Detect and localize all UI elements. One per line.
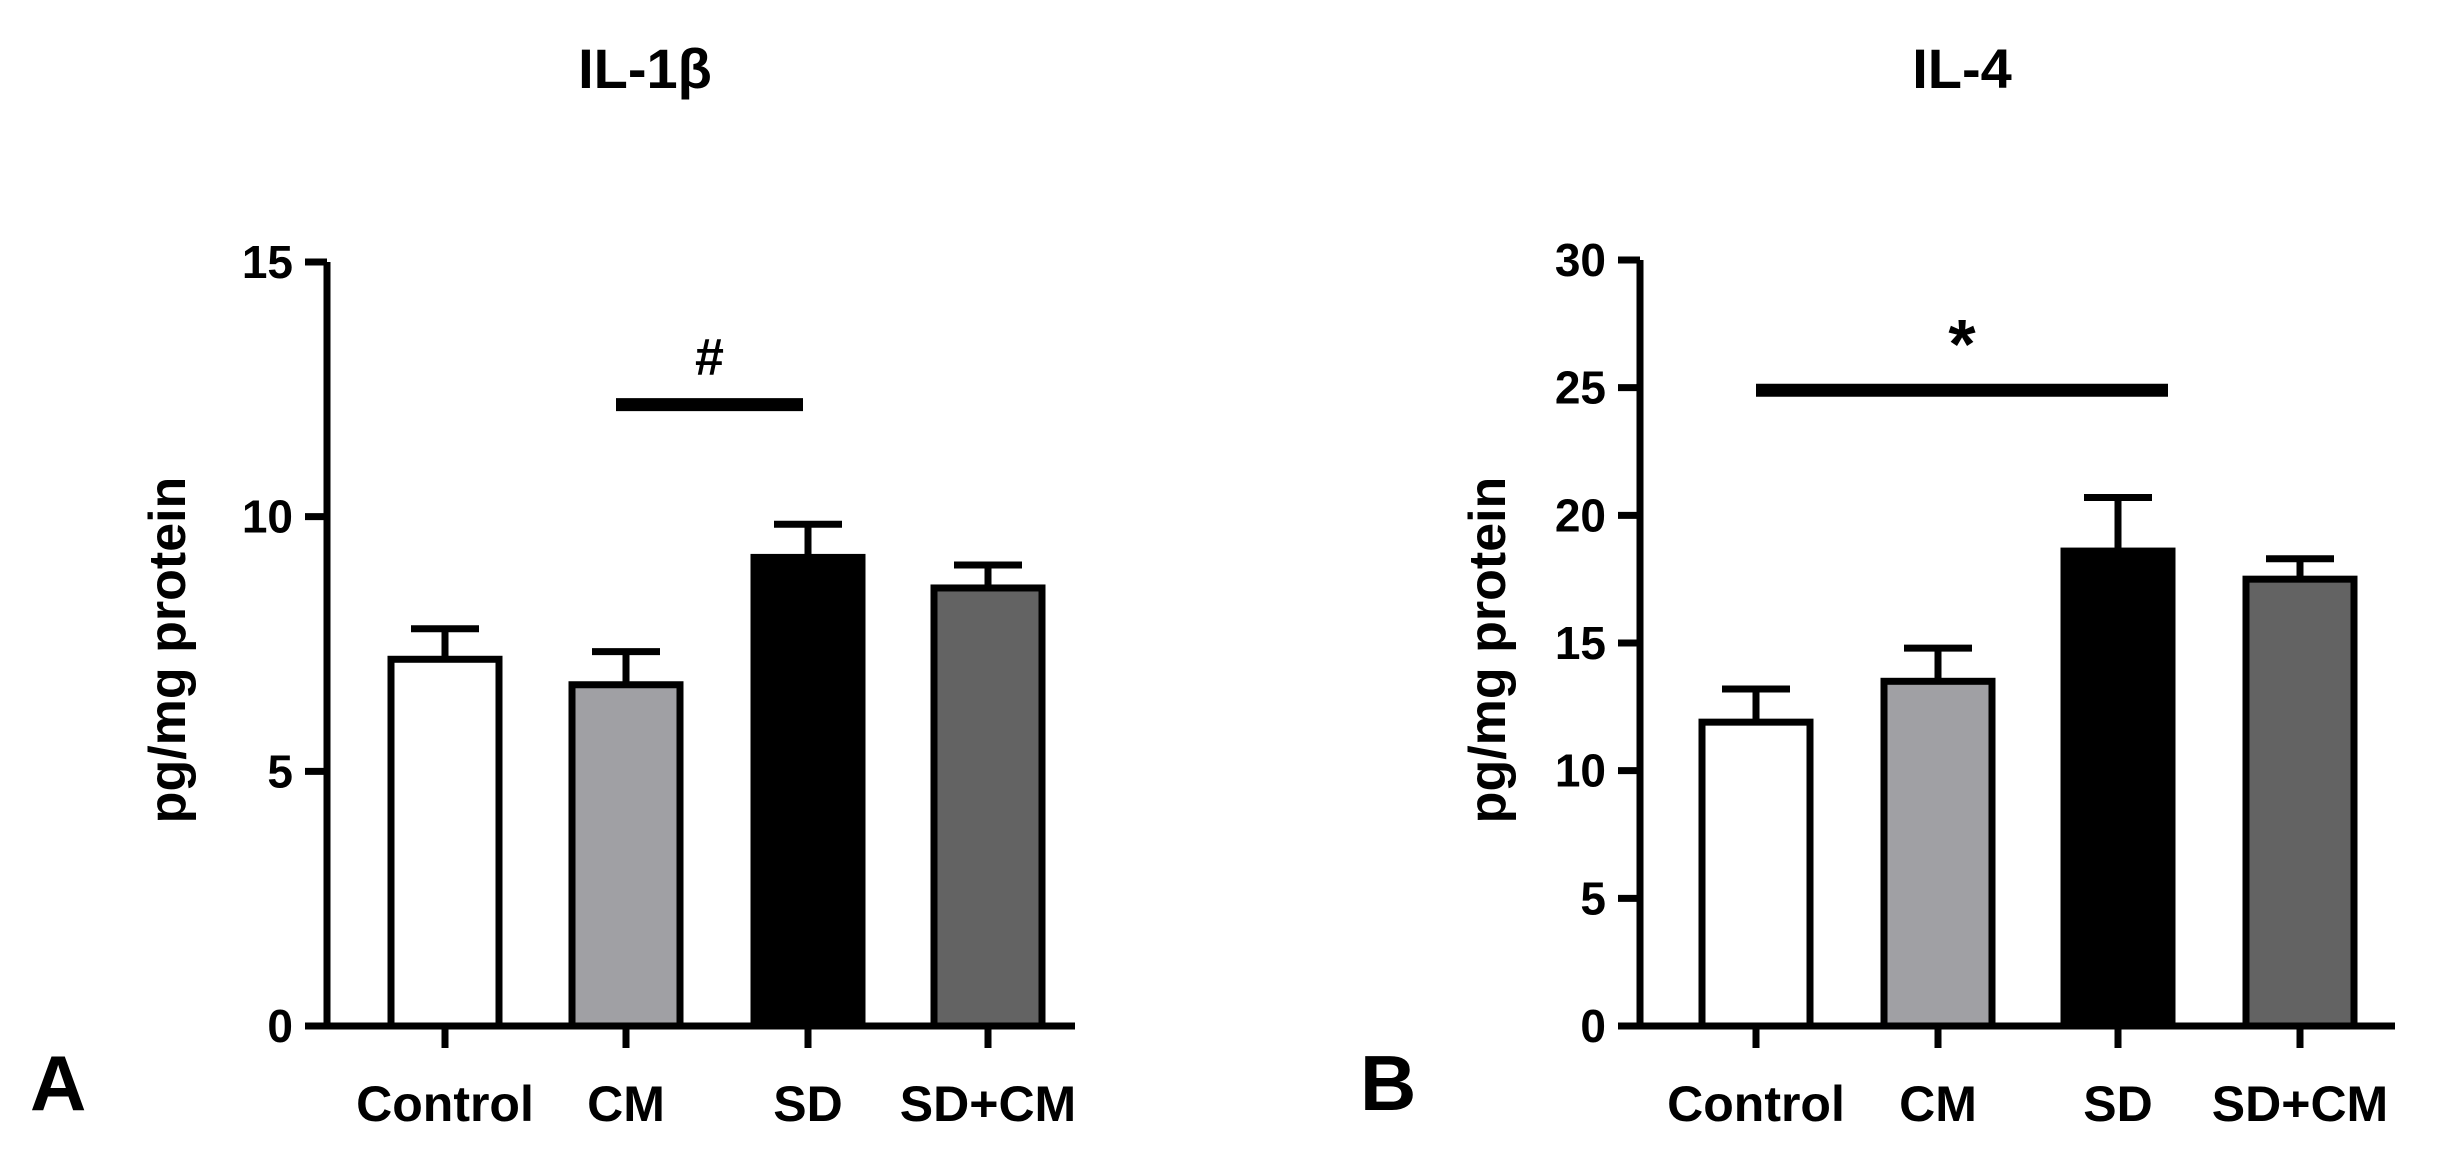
p0-ytick-label-5: 5	[267, 745, 293, 797]
p0-ytick-label-15: 15	[242, 236, 293, 288]
p0-bar-sd-cm	[930, 584, 1046, 1030]
panel-a-chart: IL-1β pg/mg protein A 0 5 10 15 Control CM SD S…	[30, 37, 1076, 1132]
p0-category-label-2: SD	[773, 1076, 842, 1132]
p1-ytick-label-15: 15	[1555, 617, 1606, 669]
p0-category-label-3: SD+CM	[900, 1076, 1076, 1132]
p1-ytick-label-25: 25	[1555, 362, 1606, 414]
p1-ytick-label-30: 30	[1555, 234, 1606, 286]
p0-significance-symbol-0: #	[695, 329, 724, 387]
p1-ytick-label-0: 0	[1580, 1000, 1606, 1052]
p1-category-label-3: SD+CM	[2212, 1076, 2388, 1132]
p1-bar-control	[1698, 718, 1814, 1030]
p0-ytick-label-10: 10	[242, 491, 293, 543]
p0-bar-cm	[568, 681, 684, 1030]
panel-a-letter: A	[30, 1039, 86, 1127]
panel-b-chart: IL-4 pg/mg protein B 0 5 10 15 20 25 30 Control…	[1360, 37, 2395, 1132]
p0-category-label-0: Control	[356, 1076, 534, 1132]
p0-ytick-label-0: 0	[267, 1000, 293, 1052]
panel-b-ylabel: pg/mg protein	[1459, 477, 1517, 824]
panel-b-marks: 0 5 10 15 20 25 30 Control CM SD SD+CM *	[1555, 234, 2395, 1132]
p0-category-label-1: CM	[587, 1076, 665, 1132]
p0-bar-sd	[750, 553, 866, 1030]
p1-bar-cm	[1880, 677, 1996, 1030]
p1-significance-symbol-0: *	[1948, 305, 1976, 383]
p1-category-label-0: Control	[1667, 1076, 1845, 1132]
p1-ytick-label-10: 10	[1555, 745, 1606, 797]
panel-a-marks: 0 5 10 15 Control CM SD SD+CM #	[242, 236, 1076, 1132]
panel-b-title: IL-4	[1912, 37, 2012, 100]
panel-b-letter: B	[1360, 1039, 1416, 1127]
p1-bar-sd	[2060, 547, 2176, 1030]
panel-a-ylabel: pg/mg protein	[139, 477, 197, 824]
p1-ytick-label-20: 20	[1555, 489, 1606, 541]
p1-bar-sd-cm	[2242, 575, 2358, 1030]
p1-ytick-label-5: 5	[1580, 872, 1606, 924]
p1-category-label-1: CM	[1899, 1076, 1977, 1132]
panel-a-title: IL-1β	[578, 37, 712, 100]
p0-bar-control	[387, 655, 503, 1030]
p1-category-label-2: SD	[2083, 1076, 2152, 1132]
